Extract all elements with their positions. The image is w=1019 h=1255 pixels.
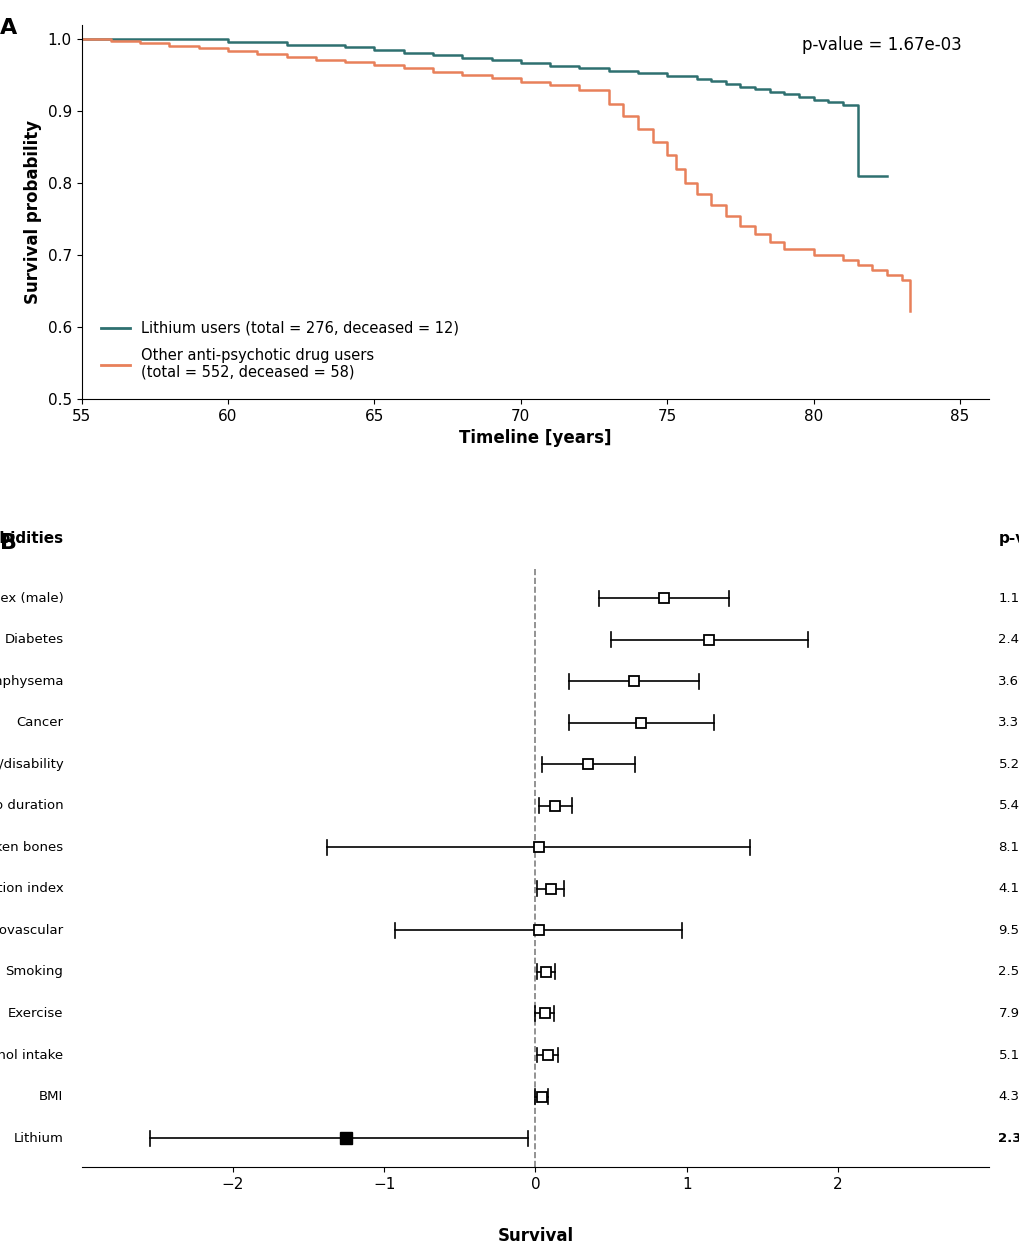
Text: Covariates/comorbidities: Covariates/comorbidities bbox=[0, 531, 63, 546]
Text: Lithium: Lithium bbox=[13, 1132, 63, 1145]
Text: 4.33e-02: 4.33e-02 bbox=[998, 1091, 1019, 1103]
Text: 3.32e-02: 3.32e-02 bbox=[998, 717, 1019, 729]
Text: 4.10e-02: 4.10e-02 bbox=[998, 882, 1019, 895]
Text: Sleep duration: Sleep duration bbox=[0, 799, 63, 812]
Text: Fractured/broken bones: Fractured/broken bones bbox=[0, 841, 63, 853]
Text: p-values: p-values bbox=[998, 531, 1019, 546]
Text: 3.69e-02: 3.69e-02 bbox=[998, 675, 1019, 688]
Text: 2.30e-03: 2.30e-03 bbox=[998, 1132, 1019, 1145]
Text: Sex (male): Sex (male) bbox=[0, 591, 63, 605]
Text: p-value = 1.67e-03: p-value = 1.67e-03 bbox=[802, 36, 961, 54]
Text: Diabetes: Diabetes bbox=[4, 633, 63, 646]
Text: Smoking: Smoking bbox=[5, 965, 63, 979]
Text: 2.48e-02: 2.48e-02 bbox=[998, 633, 1019, 646]
Text: 1.17e-04: 1.17e-04 bbox=[998, 591, 1019, 605]
Text: Exercise: Exercise bbox=[8, 1007, 63, 1020]
Text: B: B bbox=[0, 533, 17, 553]
Text: Townsend deprivation index: Townsend deprivation index bbox=[0, 882, 63, 895]
Text: 8.19e-01: 8.19e-01 bbox=[998, 841, 1019, 853]
Text: 5.19e-01: 5.19e-01 bbox=[998, 1048, 1019, 1062]
Text: Cardiovascular: Cardiovascular bbox=[0, 924, 63, 937]
Text: 5.46e-02: 5.46e-02 bbox=[998, 799, 1019, 812]
Text: Survival: Survival bbox=[497, 1227, 573, 1245]
Legend: Lithium users (total = 276, deceased = 12), Other anti-psychotic drug users
(tot: Lithium users (total = 276, deceased = 1… bbox=[89, 309, 471, 392]
Text: BMI: BMI bbox=[39, 1091, 63, 1103]
Text: Other serious medical condition/disability: Other serious medical condition/disabili… bbox=[0, 758, 63, 771]
Text: 2.54e-02: 2.54e-02 bbox=[998, 965, 1019, 979]
Text: 5.20e-02: 5.20e-02 bbox=[998, 758, 1019, 771]
Text: Cancer: Cancer bbox=[16, 717, 63, 729]
X-axis label: Timeline [years]: Timeline [years] bbox=[459, 429, 611, 447]
Text: Alcohol intake: Alcohol intake bbox=[0, 1048, 63, 1062]
Text: A: A bbox=[0, 18, 17, 38]
Text: 9.57e-01: 9.57e-01 bbox=[998, 924, 1019, 937]
Y-axis label: Survival probability: Survival probability bbox=[24, 120, 42, 304]
Text: 7.90e-01: 7.90e-01 bbox=[998, 1007, 1019, 1020]
Text: Blood Clot, DVT, bronchitis, emphysema: Blood Clot, DVT, bronchitis, emphysema bbox=[0, 675, 63, 688]
